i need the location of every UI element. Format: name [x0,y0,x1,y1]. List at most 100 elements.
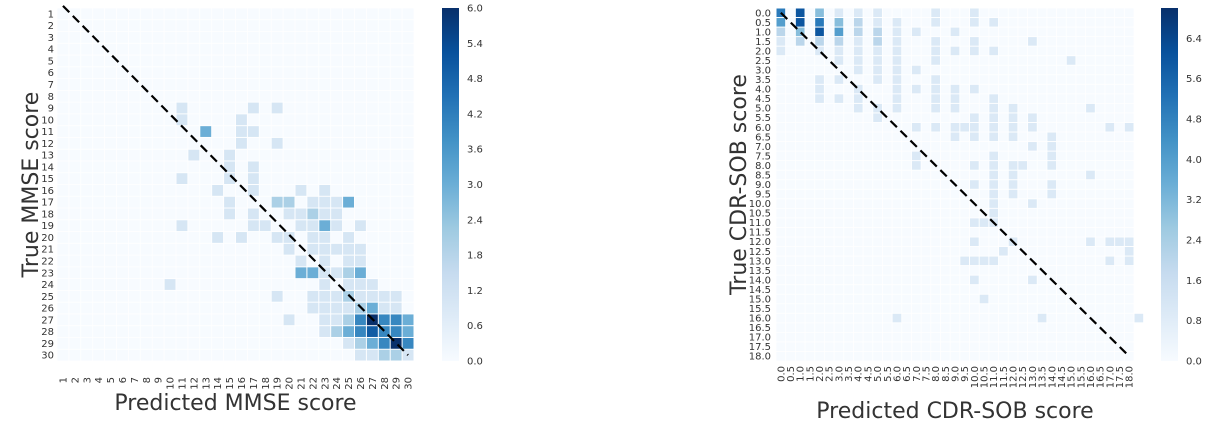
heatmap-cell [343,267,354,279]
heatmap-cell [892,56,902,65]
y-tick-label: 15.0 [749,294,771,305]
heatmap-cell [989,132,999,142]
heatmap-cell [319,220,331,232]
heatmap-cell [1028,37,1037,46]
heatmap-cell [295,267,307,279]
x-tick-label: 10.5 [980,366,991,388]
heatmap-cell [307,290,319,302]
heatmap-cell [1047,151,1057,161]
heatmap-cell [911,122,921,132]
y-tick-label: 11.0 [749,218,771,229]
mmse-confusion-heatmap: 1 2 3 4 5 6 7 8 9 10 11 12 13 14 15 16 17 18 19 20 21 22 23 24 2… [19,4,483,417]
heatmap-cell [343,243,354,255]
heatmap-cell [892,313,902,323]
x-tick-label: 2 [70,377,81,383]
heatmap-cell [164,279,176,290]
x-tick-label: 4 [94,377,105,383]
heatmap-cell [378,314,390,326]
y-tick-label: 0.0 [755,8,771,19]
heatmap-cell [331,290,343,302]
heatmap-cell [390,314,402,326]
x-tick-label: 3.0 [834,366,845,382]
heatmap-cell [892,18,902,27]
colorbar-tick-label: 3.6 [467,145,483,156]
heatmap-cell [834,8,844,18]
heatmap-cell [795,8,805,18]
colorbar-tick-label: 6.4 [1186,34,1202,45]
heatmap-cell [355,314,366,326]
x-tick-label: 11.0 [989,366,1000,388]
heatmap-cell [319,232,331,243]
y-tick-label: 1.5 [755,37,771,48]
heatmap-cell [176,114,188,126]
x-tick-label: 6.5 [902,366,913,382]
heatmap-cell [1124,256,1134,266]
heatmap-cell [366,337,378,349]
x-tick-label: 17.0 [1105,366,1116,388]
y-tick-label: 21 [41,245,54,256]
heatmap-cell [307,267,319,279]
heatmap-cell [319,196,331,208]
y-tick-label: 14.0 [749,275,771,286]
x-tick-label: 15 [225,377,236,390]
y-tick-label: 19 [41,221,54,232]
heatmap-cell [271,137,283,149]
x-tick-label: 4.0 [854,366,865,382]
heatmap-cell [892,37,902,46]
heatmap-cell [236,232,247,243]
heatmap-cell [307,243,319,255]
y-tick-label: 0.5 [755,18,771,29]
heatmap-cell [911,161,921,170]
cdrsob-x-tick-labels: 0.00.51.01.52.02.53.03.54.04.55.05.56.06… [776,366,1135,388]
heatmap-cell [331,302,343,314]
cdrsob-x-axis-label: Predicted CDR-SOB score [816,399,1093,423]
heatmap-cell [271,196,283,208]
heatmap-cell [283,196,295,208]
x-tick-label: 25 [344,377,355,390]
x-tick-label: 12.5 [1018,366,1029,388]
cdrsob-heatmap-cells [775,7,1144,362]
heatmap-cell [319,243,331,255]
heatmap-cell [355,349,366,361]
heatmap-cell [853,46,863,56]
mmse-diagonal-line [62,5,409,356]
heatmap-cell [271,232,283,243]
heatmap-cell [247,185,259,196]
colorbar-tick-label: 1.2 [467,286,483,297]
heatmap-cell [366,302,378,314]
mmse-y-axis-label: True MMSE score [19,92,44,279]
heatmap-cell [892,84,902,94]
heatmap-cell [873,56,882,65]
colorbar-tick-label: 4.8 [467,74,483,85]
heatmap-cell [911,151,921,161]
heatmap-cell [892,27,902,37]
y-tick-label: 9.5 [755,190,771,201]
heatmap-cell [815,37,824,46]
y-tick-label: 15.5 [749,304,771,315]
heatmap-cell [224,173,235,184]
heatmap-cell [319,290,331,302]
heatmap-cell [950,46,960,56]
heatmap-cell [1008,113,1018,122]
heatmap-cell [319,279,331,290]
x-tick-label: 21 [296,377,307,390]
y-tick-label: 27 [41,315,54,326]
y-tick-label: 20 [41,233,54,244]
colorbar-tick-label: 4.2 [467,109,483,120]
y-tick-label: 12.5 [749,247,771,258]
heatmap-cell [343,196,354,208]
heatmap-cell [1086,170,1095,180]
x-tick-label: 7.5 [921,366,932,382]
mmse-y-tick-labels: 1234567891011121314151617181920212223242… [41,9,54,361]
heatmap-cell [989,151,999,161]
y-tick-label: 18 [41,209,54,220]
heatmap-cell [343,255,354,267]
heatmap-cell [970,18,979,27]
heatmap-cell [295,255,307,267]
heatmap-cell [1086,103,1095,113]
x-tick-label: 9.0 [951,366,962,382]
y-tick-label: 18.0 [749,352,771,363]
heatmap-cell [776,37,786,46]
y-tick-label: 17.5 [749,342,771,353]
heatmap-cell [970,46,979,56]
